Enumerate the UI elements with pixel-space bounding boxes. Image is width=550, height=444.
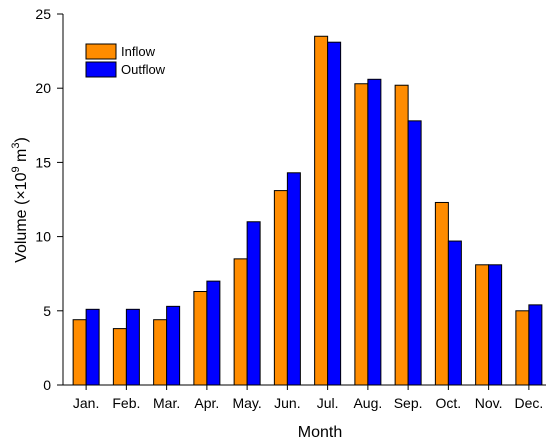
bar-outflow-feb <box>125 308 140 386</box>
bar-inflow-jul <box>314 35 329 386</box>
y-tick-label: 25 <box>35 6 51 22</box>
bar-outflow-may <box>246 221 261 386</box>
y-tick-label: 0 <box>43 377 51 393</box>
bar-outflow-oct <box>447 240 462 386</box>
legend-swatch-inflow <box>85 43 117 60</box>
bar-inflow-jan <box>72 319 87 386</box>
y-axis-title-exponent-2: 3 <box>10 143 22 149</box>
bar-outflow-aug <box>367 78 382 386</box>
bar-outflow-jun <box>286 172 301 386</box>
y-axis-title-exponent-1: 9 <box>10 166 22 172</box>
bar-outflow-nov <box>488 264 503 386</box>
x-tick-label: Jun. <box>274 395 300 411</box>
x-axis-title: Month <box>298 424 342 441</box>
bar-outflow-jul <box>327 41 342 386</box>
x-tick-label: May. <box>232 395 261 411</box>
x-tick-label: Jul. <box>317 395 339 411</box>
bar-outflow-jan <box>85 308 100 386</box>
y-tick-label: 15 <box>35 154 51 170</box>
bar-inflow-mar <box>153 319 168 386</box>
bar-inflow-sep <box>394 84 409 386</box>
x-tick-label: Jan. <box>73 395 99 411</box>
bar-inflow-apr <box>193 291 208 386</box>
x-tick-label: Sep. <box>394 395 423 411</box>
bars-group <box>72 35 543 386</box>
x-tick-label: Mar. <box>153 395 180 411</box>
bar-outflow-sep <box>407 120 422 386</box>
legend-swatch-outflow <box>85 61 117 78</box>
legend: Inflow Outflow <box>85 43 166 78</box>
y-axis-title: Volume (×109 m3) <box>10 137 30 263</box>
axes-group <box>62 14 546 386</box>
bar-inflow-jun <box>273 190 288 386</box>
bar-inflow-dec <box>515 310 530 386</box>
bar-outflow-mar <box>166 305 181 386</box>
bar-inflow-aug <box>354 83 369 386</box>
bar-inflow-may <box>233 258 248 386</box>
x-tick-label: Nov. <box>475 395 503 411</box>
y-axis-title-prefix: Volume (×10 <box>13 172 30 262</box>
y-tick-label: 20 <box>35 80 51 96</box>
x-tick-label: Dec. <box>514 395 543 411</box>
legend-label-inflow: Inflow <box>121 44 156 59</box>
x-tick-label: Feb. <box>112 395 140 411</box>
bar-outflow-dec <box>528 304 543 386</box>
bar-inflow-feb <box>112 328 127 386</box>
y-tick-label: 5 <box>43 303 51 319</box>
legend-label-outflow: Outflow <box>121 62 166 77</box>
y-axis-title-suffix: ) <box>13 137 30 142</box>
bar-outflow-apr <box>206 280 221 386</box>
y-axis-title-mid: m <box>13 149 30 167</box>
y-tick-label: 10 <box>35 229 51 245</box>
bar-inflow-oct <box>434 201 449 386</box>
x-tick-label: Oct. <box>436 395 462 411</box>
bar-inflow-nov <box>475 264 490 386</box>
x-tick-label: Apr. <box>194 395 219 411</box>
x-tick-label: Aug. <box>353 395 382 411</box>
ticks-group: 0 5 10 15 20 25 Jan. Feb. Mar. Apr. May. Jun. Jul. Au… <box>35 6 543 411</box>
